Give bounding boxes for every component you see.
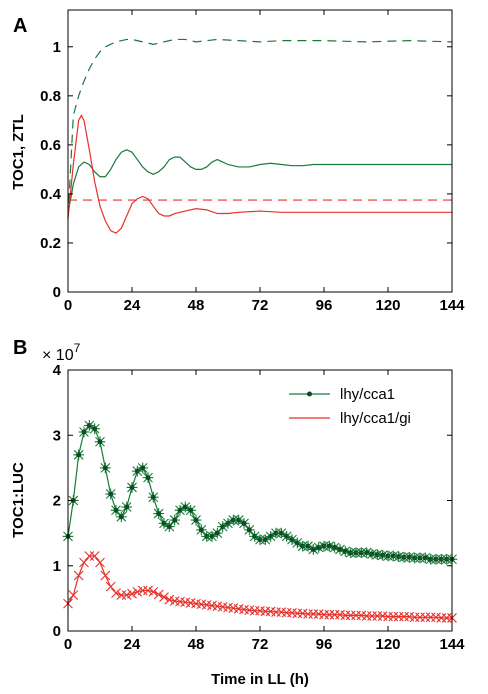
panel-b-series-line-1 (67, 555, 452, 619)
panel-b-series-1-marker (73, 570, 84, 581)
panel-b-series-0-marker (126, 482, 138, 493)
panel-b-multiplier-base: × 10 (42, 347, 74, 364)
panel-b-letter: B (13, 337, 27, 359)
panel-b-chart: B × 107 TOC1:LUC Time in LL (h) 0 24 48 72 9… (10, 337, 465, 688)
panel-a-y-tick-label: 1 (53, 39, 61, 56)
panel-a-y-tick-label: 0.2 (40, 235, 61, 252)
panel-b-series-0-marker (291, 537, 303, 549)
panel-a-y-tick-label: 0 (53, 284, 61, 301)
panel-a-letter: A (13, 15, 27, 37)
panel-b-x-tick-label: 48 (188, 636, 205, 653)
panel-a-series-line-3 (67, 114, 452, 234)
panel-b-series-0-marker (211, 527, 223, 539)
panel-b-series-0-marker (195, 524, 207, 536)
panel-a-chart: A TOC1, ZTL 0 24 48 72 96 120 144 0 0.2 0.4 0.6 0.8… (10, 9, 465, 314)
panel-b-series-0-marker (142, 472, 154, 484)
panel-b-series-0-marker (78, 426, 90, 438)
panel-b-series-0-marker (190, 514, 202, 526)
panel-b-series-1-marker (105, 581, 116, 592)
panel-b-ticks: 0 24 48 72 96 120 144 0 1 2 3 4 (53, 362, 466, 653)
legend-marker-lhy-cca1 (307, 391, 312, 397)
panel-a-y-tick-label: 0.4 (40, 186, 62, 203)
panel-a-plot-frame (67, 9, 453, 293)
panel-b-x-tick-label: 120 (375, 636, 400, 653)
panel-b-series-group (62, 420, 458, 623)
panel-b-multiplier: × 107 (42, 341, 81, 364)
panel-b-series-0-marker (99, 462, 111, 474)
panel-a-series-line-1 (67, 149, 452, 214)
panel-b-series-0-marker (169, 514, 181, 526)
panel-b-series-0-marker (163, 521, 175, 532)
panel-b-series-1-marker (148, 586, 159, 597)
panel-b-series-0-marker (387, 550, 399, 562)
panel-b-series-0-marker (105, 488, 117, 500)
panel-a-x-tick-label: 48 (188, 297, 205, 314)
panel-b-xlabel: Time in LL (h) (211, 671, 309, 688)
panel-b-x-tick-label: 0 (64, 636, 72, 653)
panel-b-series-0-marker (110, 504, 122, 516)
panel-b-series-1-marker (95, 557, 105, 568)
panel-b-series-1-marker (89, 551, 100, 561)
panel-b-series-0-marker (334, 544, 346, 555)
panel-b-series-0-marker (302, 540, 314, 552)
legend-label-lhy-cca1-gi: lhy/cca1/gi (340, 410, 411, 427)
panel-a-x-tick-label: 0 (64, 297, 72, 314)
panel-a-x-tick-label: 24 (124, 297, 141, 314)
panel-b-y-tick-label: 1 (53, 558, 61, 575)
panel-a-y-tick-label: 0.8 (40, 88, 61, 105)
panel-b-y-tick-label: 3 (53, 427, 61, 444)
panel-b-series-0-marker (121, 501, 133, 513)
panel-b-series-1-marker (127, 588, 137, 599)
panel-b-series-1-marker (79, 557, 89, 568)
panel-a-x-tick-label: 120 (375, 297, 400, 314)
panel-b-series-1-marker (68, 590, 79, 601)
panel-b-series-0-marker (185, 504, 197, 516)
panel-b-x-tick-label: 72 (252, 636, 269, 653)
panel-b-series-0-marker (243, 524, 255, 536)
panel-a-series-group (67, 38, 453, 234)
panel-b-x-tick-label: 144 (439, 636, 465, 653)
panel-b-series-0-marker (73, 449, 85, 461)
panel-b-x-tick-label: 24 (124, 636, 141, 653)
panel-b-multiplier-exponent: 7 (74, 341, 81, 355)
panel-a-ylabel: TOC1, ZTL (10, 114, 27, 190)
panel-b-y-tick-label: 4 (53, 362, 62, 379)
panel-b-series-0-marker (115, 511, 127, 523)
panel-b-series-0-marker (137, 462, 149, 474)
panel-a-x-tick-label: 72 (252, 297, 269, 314)
panel-b-series-0-marker (329, 542, 341, 553)
panel-b-series-1-marker (100, 570, 111, 581)
panel-b-x-tick-label: 96 (316, 636, 333, 653)
panel-a-ticks: 0 24 48 72 96 120 144 0 0.2 0.4 0.6 0.8 1 (40, 10, 465, 314)
panel-b-series-0-marker (238, 517, 250, 529)
panel-b-y-tick-label: 0 (53, 623, 61, 640)
panel-a-x-tick-label: 144 (439, 297, 465, 314)
panel-a-series-line-0 (67, 38, 453, 219)
panel-b-ylabel: TOC1:LUC (10, 462, 27, 538)
panel-b-series-0-marker (339, 545, 351, 557)
panel-b-series-1-marker (159, 592, 169, 602)
panel-a-y-tick-label: 0.6 (40, 137, 61, 154)
panel-b-legend: lhy/cca1 lhy/cca1/gi (289, 386, 411, 427)
panel-b-series-1-marker (111, 588, 121, 599)
panel-b-series-0-marker (147, 491, 159, 503)
panel-b-series-0-marker (94, 436, 106, 448)
panel-a-x-tick-label: 96 (316, 297, 333, 314)
panel-b-series-0-marker (89, 423, 101, 435)
panel-b-series-0-marker (153, 508, 165, 519)
legend-label-lhy-cca1: lhy/cca1 (340, 386, 395, 403)
panel-b-y-tick-label: 2 (53, 493, 61, 510)
panel-b-series-1-marker (153, 589, 164, 600)
